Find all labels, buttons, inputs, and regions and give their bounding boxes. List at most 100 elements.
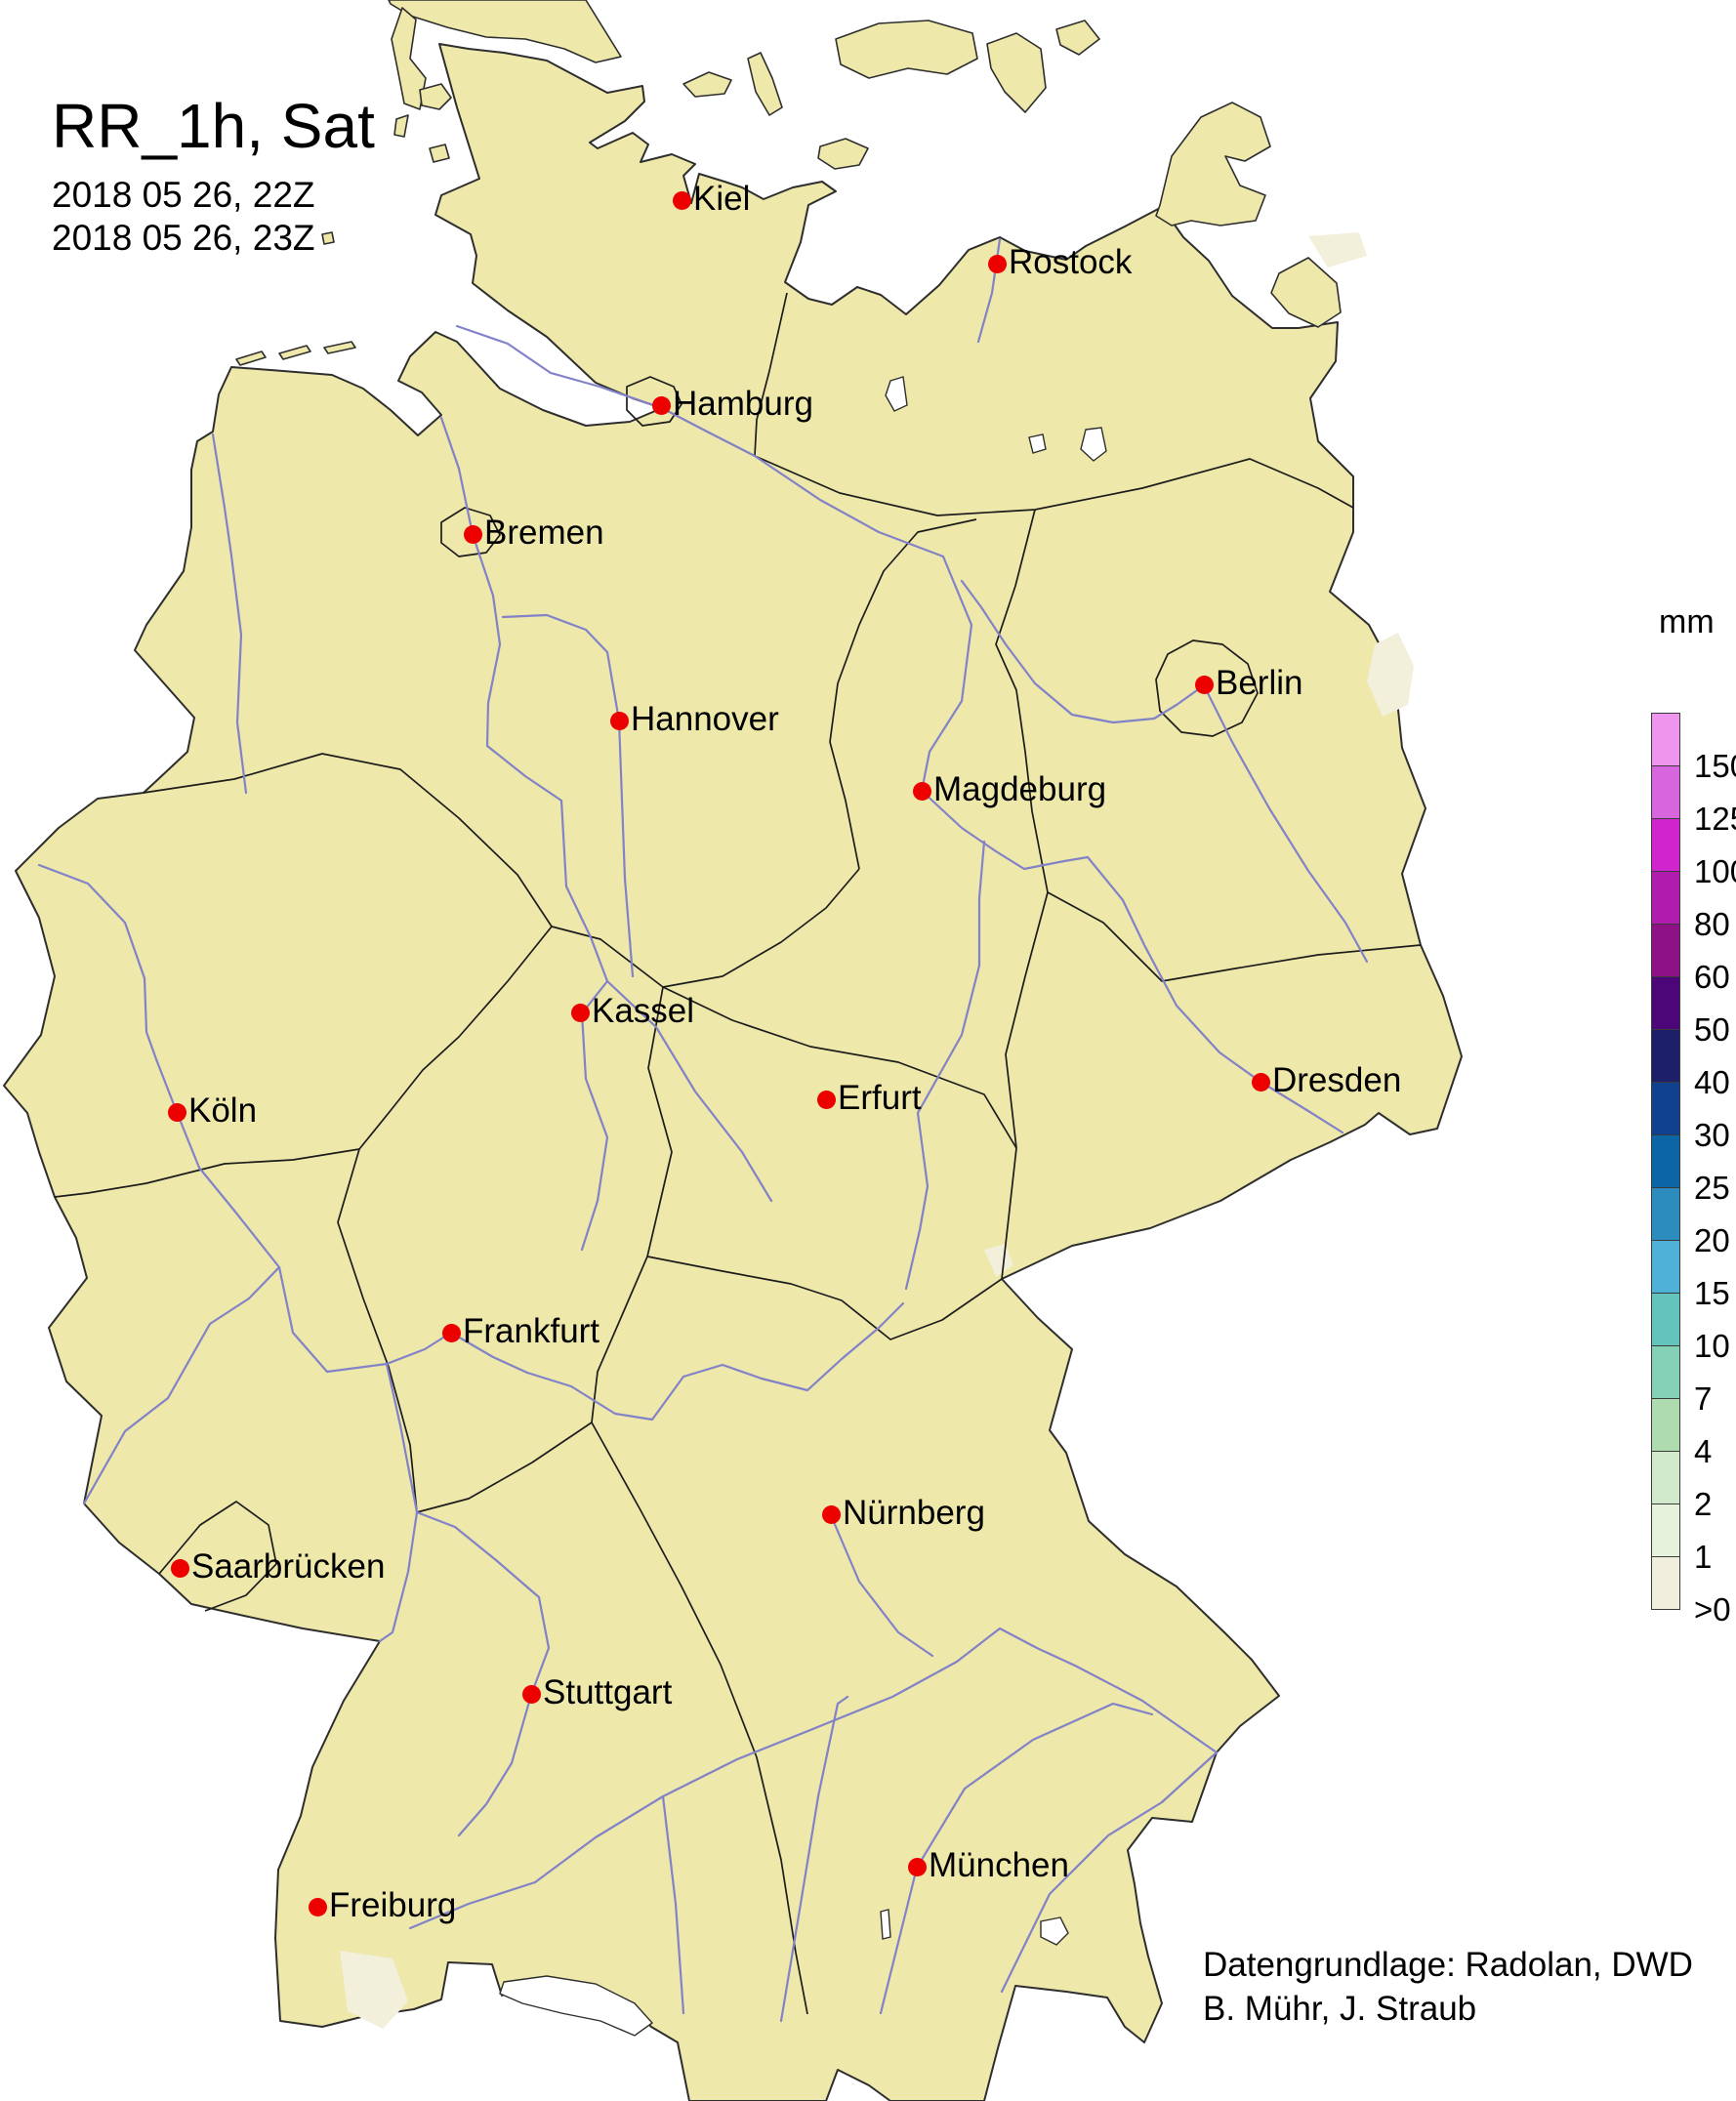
legend-label-4: 4 bbox=[1694, 1433, 1713, 1469]
legend-label-10: 10 bbox=[1694, 1328, 1730, 1364]
legend-swatch-1 bbox=[1651, 1504, 1680, 1557]
city-label-kassel: Kassel bbox=[592, 992, 695, 1030]
title-block: RR_1h, Sat 2018 05 26, 22Z 2018 05 26, 2… bbox=[52, 94, 375, 260]
legend-label-25: 25 bbox=[1694, 1170, 1730, 1206]
legend-label-20: 20 bbox=[1694, 1222, 1730, 1258]
city-dot-nurnberg bbox=[822, 1505, 841, 1524]
legend-label-2: 2 bbox=[1694, 1486, 1713, 1522]
legend-swatch-80 bbox=[1651, 871, 1680, 925]
city-dot-koln bbox=[168, 1103, 186, 1122]
river-lech bbox=[779, 1695, 849, 2023]
city-dot-saarbrucken bbox=[171, 1559, 189, 1578]
city-dot-stuttgart bbox=[522, 1685, 541, 1704]
city-label-koln: Köln bbox=[188, 1092, 258, 1130]
attribution-line-2: B. Mühr, J. Straub bbox=[1203, 1990, 1477, 2028]
legend-label-30: 30 bbox=[1694, 1117, 1730, 1153]
rain-trace-patches bbox=[340, 232, 1414, 2029]
city-label-hannover: Hannover bbox=[631, 700, 779, 738]
legend-label-7: 7 bbox=[1694, 1380, 1713, 1417]
city-label-hamburg: Hamburg bbox=[673, 385, 813, 423]
legend-label-100: 100 bbox=[1694, 853, 1736, 889]
legend-swatch-40 bbox=[1651, 1029, 1680, 1083]
city-label-rostock: Rostock bbox=[1009, 243, 1133, 281]
lakes bbox=[499, 376, 1107, 2037]
river-main bbox=[385, 1301, 905, 1421]
river-isar bbox=[879, 1702, 1154, 2015]
city-label-nurnberg: Nürnberg bbox=[843, 1494, 985, 1532]
legend-swatch-125 bbox=[1651, 765, 1680, 819]
legend-swatch-150 bbox=[1651, 713, 1680, 766]
legend-swatch-25 bbox=[1651, 1134, 1680, 1188]
city-dot-hamburg bbox=[652, 396, 671, 415]
legend-label-150: 150 bbox=[1694, 748, 1736, 784]
city-label-magdeburg: Magdeburg bbox=[933, 770, 1107, 808]
city-label-bremen: Bremen bbox=[484, 514, 604, 552]
lake-chiemsee bbox=[1040, 1916, 1069, 1946]
legend-label-15: 15 bbox=[1694, 1275, 1730, 1311]
legend-label-1: 1 bbox=[1694, 1539, 1713, 1575]
legend-label-60: 60 bbox=[1694, 959, 1730, 995]
city-dot-rostock bbox=[988, 255, 1007, 273]
timestamp-end: 2018 05 26, 23Z bbox=[52, 218, 315, 258]
legend-swatch-10 bbox=[1651, 1293, 1680, 1346]
city-dot-hannover bbox=[610, 712, 629, 730]
river-leine bbox=[501, 613, 635, 978]
city-dot-kassel bbox=[571, 1004, 590, 1022]
lake-mueritz bbox=[1080, 427, 1107, 462]
city-label-dresden: Dresden bbox=[1272, 1061, 1402, 1099]
river-elbe bbox=[455, 324, 1344, 1134]
city-dot-magdeburg bbox=[913, 782, 931, 801]
river-spree bbox=[1202, 683, 1369, 964]
city-label-stuttgart: Stuttgart bbox=[543, 1673, 673, 1711]
legend-swatch-100 bbox=[1651, 818, 1680, 872]
legend-swatch-60 bbox=[1651, 924, 1680, 977]
lake-starnberg bbox=[880, 1909, 891, 1940]
river-havel bbox=[960, 579, 1206, 724]
river-regnitz bbox=[829, 1513, 934, 1658]
attribution-line-1: Datengrundlage: Radolan, DWD bbox=[1203, 1946, 1693, 1984]
attribution: Datengrundlage: Radolan, DWD B. Mühr, J.… bbox=[1203, 1943, 1693, 2031]
city-dot-frankfurt bbox=[442, 1324, 461, 1342]
city-label-kiel: Kiel bbox=[693, 180, 751, 218]
river-mosel bbox=[82, 1265, 281, 1505]
river-saale bbox=[904, 840, 986, 1291]
city-label-berlin: Berlin bbox=[1216, 664, 1303, 702]
river-neckar bbox=[415, 1510, 551, 1837]
timestamp-start: 2018 05 26, 22Z bbox=[52, 175, 315, 215]
legend-label-40: 40 bbox=[1694, 1064, 1730, 1100]
city-dot-munchen bbox=[908, 1858, 927, 1876]
city-dot-berlin bbox=[1195, 676, 1214, 694]
legend-label-125: 125 bbox=[1694, 801, 1736, 837]
legend-unit-label: mm bbox=[1659, 603, 1715, 640]
legend-label-50: 50 bbox=[1694, 1011, 1730, 1048]
city-label-freiburg: Freiburg bbox=[329, 1886, 457, 1924]
legend-label->0: >0 bbox=[1694, 1591, 1731, 1627]
river-weser bbox=[439, 416, 609, 983]
river-inn bbox=[1000, 1751, 1219, 1994]
lake-plau bbox=[1028, 433, 1047, 454]
river-werra bbox=[605, 979, 773, 1203]
city-label-saarbrucken: Saarbrücken bbox=[191, 1547, 386, 1586]
city-dot-freiburg bbox=[309, 1898, 327, 1916]
legend-swatch-2 bbox=[1651, 1451, 1680, 1504]
legend-swatch-4 bbox=[1651, 1398, 1680, 1452]
map-dates: 2018 05 26, 22Z 2018 05 26, 23Z bbox=[52, 174, 375, 260]
legend-label-80: 80 bbox=[1694, 906, 1730, 942]
lake-constance bbox=[499, 1975, 654, 2037]
city-dot-bremen bbox=[464, 525, 482, 544]
city-label-munchen: München bbox=[929, 1846, 1069, 1884]
river-danube bbox=[408, 1627, 1219, 1930]
city-label-erfurt: Erfurt bbox=[838, 1079, 922, 1117]
map-title: RR_1h, Sat bbox=[52, 91, 375, 161]
legend-swatch-50 bbox=[1651, 976, 1680, 1030]
denmark-land bbox=[388, 0, 1100, 116]
river-rhine bbox=[37, 863, 419, 1643]
city-label-frankfurt: Frankfurt bbox=[463, 1312, 600, 1350]
rivers bbox=[37, 237, 1369, 2023]
legend-color-bar bbox=[1651, 713, 1680, 1610]
legend-swatch-7 bbox=[1651, 1345, 1680, 1399]
germany-outline bbox=[3, 43, 1463, 2101]
legend-swatch->0 bbox=[1651, 1556, 1680, 1610]
